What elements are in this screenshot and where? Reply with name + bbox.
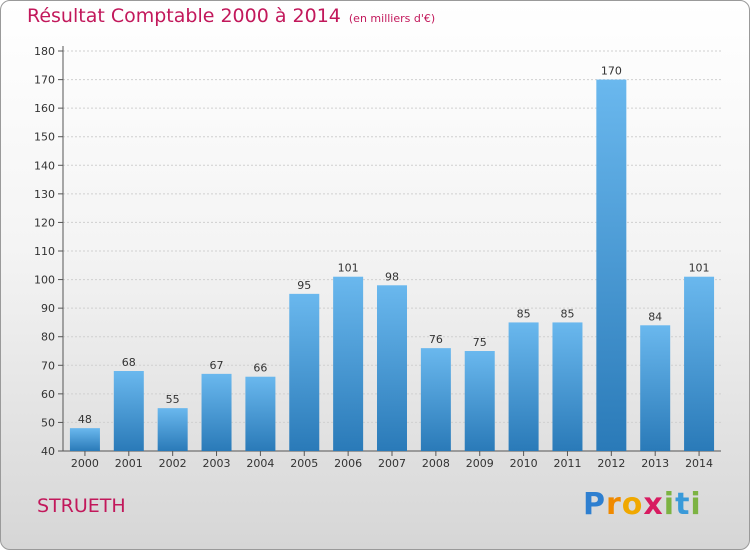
y-tick-label: 140 (34, 159, 55, 172)
y-tick-label: 130 (34, 188, 55, 201)
x-tick-label: 2011 (553, 457, 581, 470)
x-tick-label: 2000 (71, 457, 99, 470)
bar-2011 (552, 322, 583, 451)
data-label: 55 (166, 393, 180, 406)
x-tick-label: 2007 (378, 457, 406, 470)
y-tick-label: 110 (34, 245, 55, 258)
x-tick-label: 2005 (290, 457, 318, 470)
bar-2005 (289, 293, 320, 451)
y-tick-label: 50 (41, 416, 55, 429)
y-tick-label: 60 (41, 388, 55, 401)
data-label: 67 (210, 359, 224, 372)
x-tick-label: 2008 (422, 457, 450, 470)
data-label: 170 (601, 65, 622, 78)
bar-2010 (508, 322, 539, 451)
bar-2012 (596, 79, 627, 452)
chart-title: Résultat Comptable 2000 à 2014 (27, 5, 341, 27)
y-tick-label: 120 (34, 216, 55, 229)
y-tick-label: 180 (34, 45, 55, 58)
y-tick-label: 90 (41, 302, 55, 315)
y-tick-label: 150 (34, 131, 55, 144)
y-tick-label: 80 (41, 331, 55, 344)
bar-2004 (245, 376, 276, 451)
x-tick-label: 2010 (510, 457, 538, 470)
x-tick-label: 2002 (159, 457, 187, 470)
bar-2014 (684, 276, 715, 451)
y-tick-label: 70 (41, 359, 55, 372)
bar-2009 (464, 351, 495, 451)
data-label: 66 (253, 362, 267, 375)
bar-2003 (201, 373, 232, 451)
y-tick-label: 100 (34, 274, 55, 287)
bar-2013 (640, 325, 671, 451)
data-label: 101 (689, 262, 710, 275)
data-label: 85 (517, 307, 531, 320)
data-label: 101 (338, 262, 359, 275)
data-label: 95 (297, 279, 311, 292)
bar-2000 (69, 428, 100, 451)
y-tick-label: 170 (34, 74, 55, 87)
data-label: 76 (429, 333, 443, 346)
x-tick-label: 2003 (203, 457, 231, 470)
x-tick-label: 2004 (246, 457, 274, 470)
data-label: 75 (473, 336, 487, 349)
y-tick-label: 40 (41, 445, 55, 458)
y-tick-label: 160 (34, 102, 55, 115)
data-label: 98 (385, 270, 399, 283)
x-tick-label: 2013 (641, 457, 669, 470)
title-row: Résultat Comptable 2000 à 2014 (en millie… (27, 5, 435, 27)
data-label: 85 (560, 307, 574, 320)
data-label: 84 (648, 310, 662, 323)
bar-2006 (333, 276, 364, 451)
bar-2008 (420, 348, 451, 451)
bar-2001 (113, 371, 144, 451)
commune-name: STRUETH (37, 495, 126, 517)
bar-2002 (157, 408, 188, 451)
x-tick-label: 2006 (334, 457, 362, 470)
data-label: 48 (78, 413, 92, 426)
proxiti-logo: Proxiti (583, 487, 702, 522)
x-tick-label: 2009 (466, 457, 494, 470)
chart-subtitle: (en milliers d'€) (348, 12, 436, 25)
x-tick-label: 2012 (597, 457, 625, 470)
x-tick-label: 2014 (685, 457, 713, 470)
bar-2007 (377, 285, 407, 451)
x-tick-label: 2001 (115, 457, 143, 470)
data-label: 68 (122, 356, 136, 369)
